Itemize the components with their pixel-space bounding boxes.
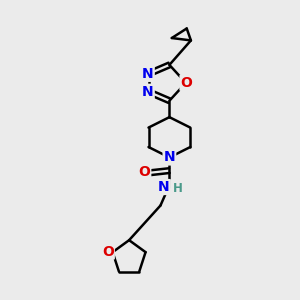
Text: N: N bbox=[158, 180, 170, 194]
Text: N: N bbox=[142, 67, 154, 81]
Text: O: O bbox=[138, 165, 150, 179]
Text: O: O bbox=[102, 244, 114, 259]
Text: N: N bbox=[142, 85, 154, 99]
Text: H: H bbox=[173, 182, 183, 195]
Text: N: N bbox=[164, 151, 175, 164]
Text: O: O bbox=[181, 76, 192, 90]
